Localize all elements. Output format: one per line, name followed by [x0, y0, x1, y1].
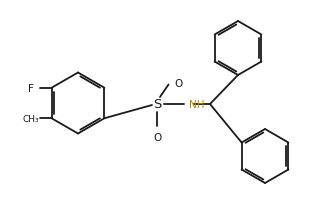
Text: CH₃: CH₃: [23, 114, 39, 123]
Text: NH: NH: [190, 99, 205, 109]
Text: O: O: [174, 79, 182, 89]
Text: F: F: [28, 83, 34, 93]
Text: O: O: [153, 132, 162, 142]
Text: S: S: [153, 98, 162, 111]
